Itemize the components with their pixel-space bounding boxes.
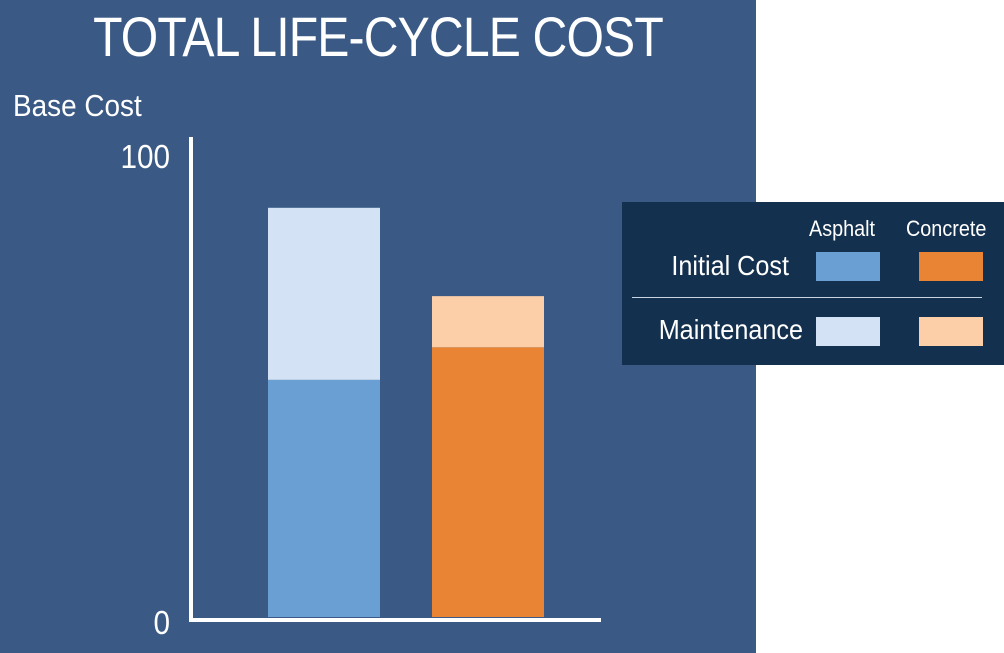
chart-title: TOTAL LIFE-CYCLE COST xyxy=(93,5,664,68)
legend: Asphalt Concrete Initial Cost Maintenanc… xyxy=(622,202,1004,365)
y-tick-label-bottom: 0 xyxy=(153,604,170,641)
bar-concrete-initial-cost xyxy=(432,347,544,617)
legend-row-maintenance: Maintenance xyxy=(658,314,803,345)
bar-asphalt-maintenance xyxy=(268,207,380,380)
bar-concrete-maintenance xyxy=(432,296,544,348)
legend-divider xyxy=(632,297,982,298)
legend-row-initial-cost: Initial Cost xyxy=(671,250,789,281)
y-tick-label-top: 100 xyxy=(120,138,170,175)
chart-plot xyxy=(189,137,601,622)
legend-header-concrete: Concrete xyxy=(906,216,987,241)
legend-swatch-concrete-maintenance xyxy=(919,317,983,346)
y-axis-label: Base Cost xyxy=(13,88,142,123)
legend-swatch-asphalt-initial xyxy=(816,252,880,281)
legend-swatch-concrete-initial xyxy=(919,252,983,281)
legend-header-asphalt: Asphalt xyxy=(809,216,876,241)
bar-asphalt-initial-cost xyxy=(268,379,380,617)
legend-swatch-asphalt-maintenance xyxy=(816,317,880,346)
